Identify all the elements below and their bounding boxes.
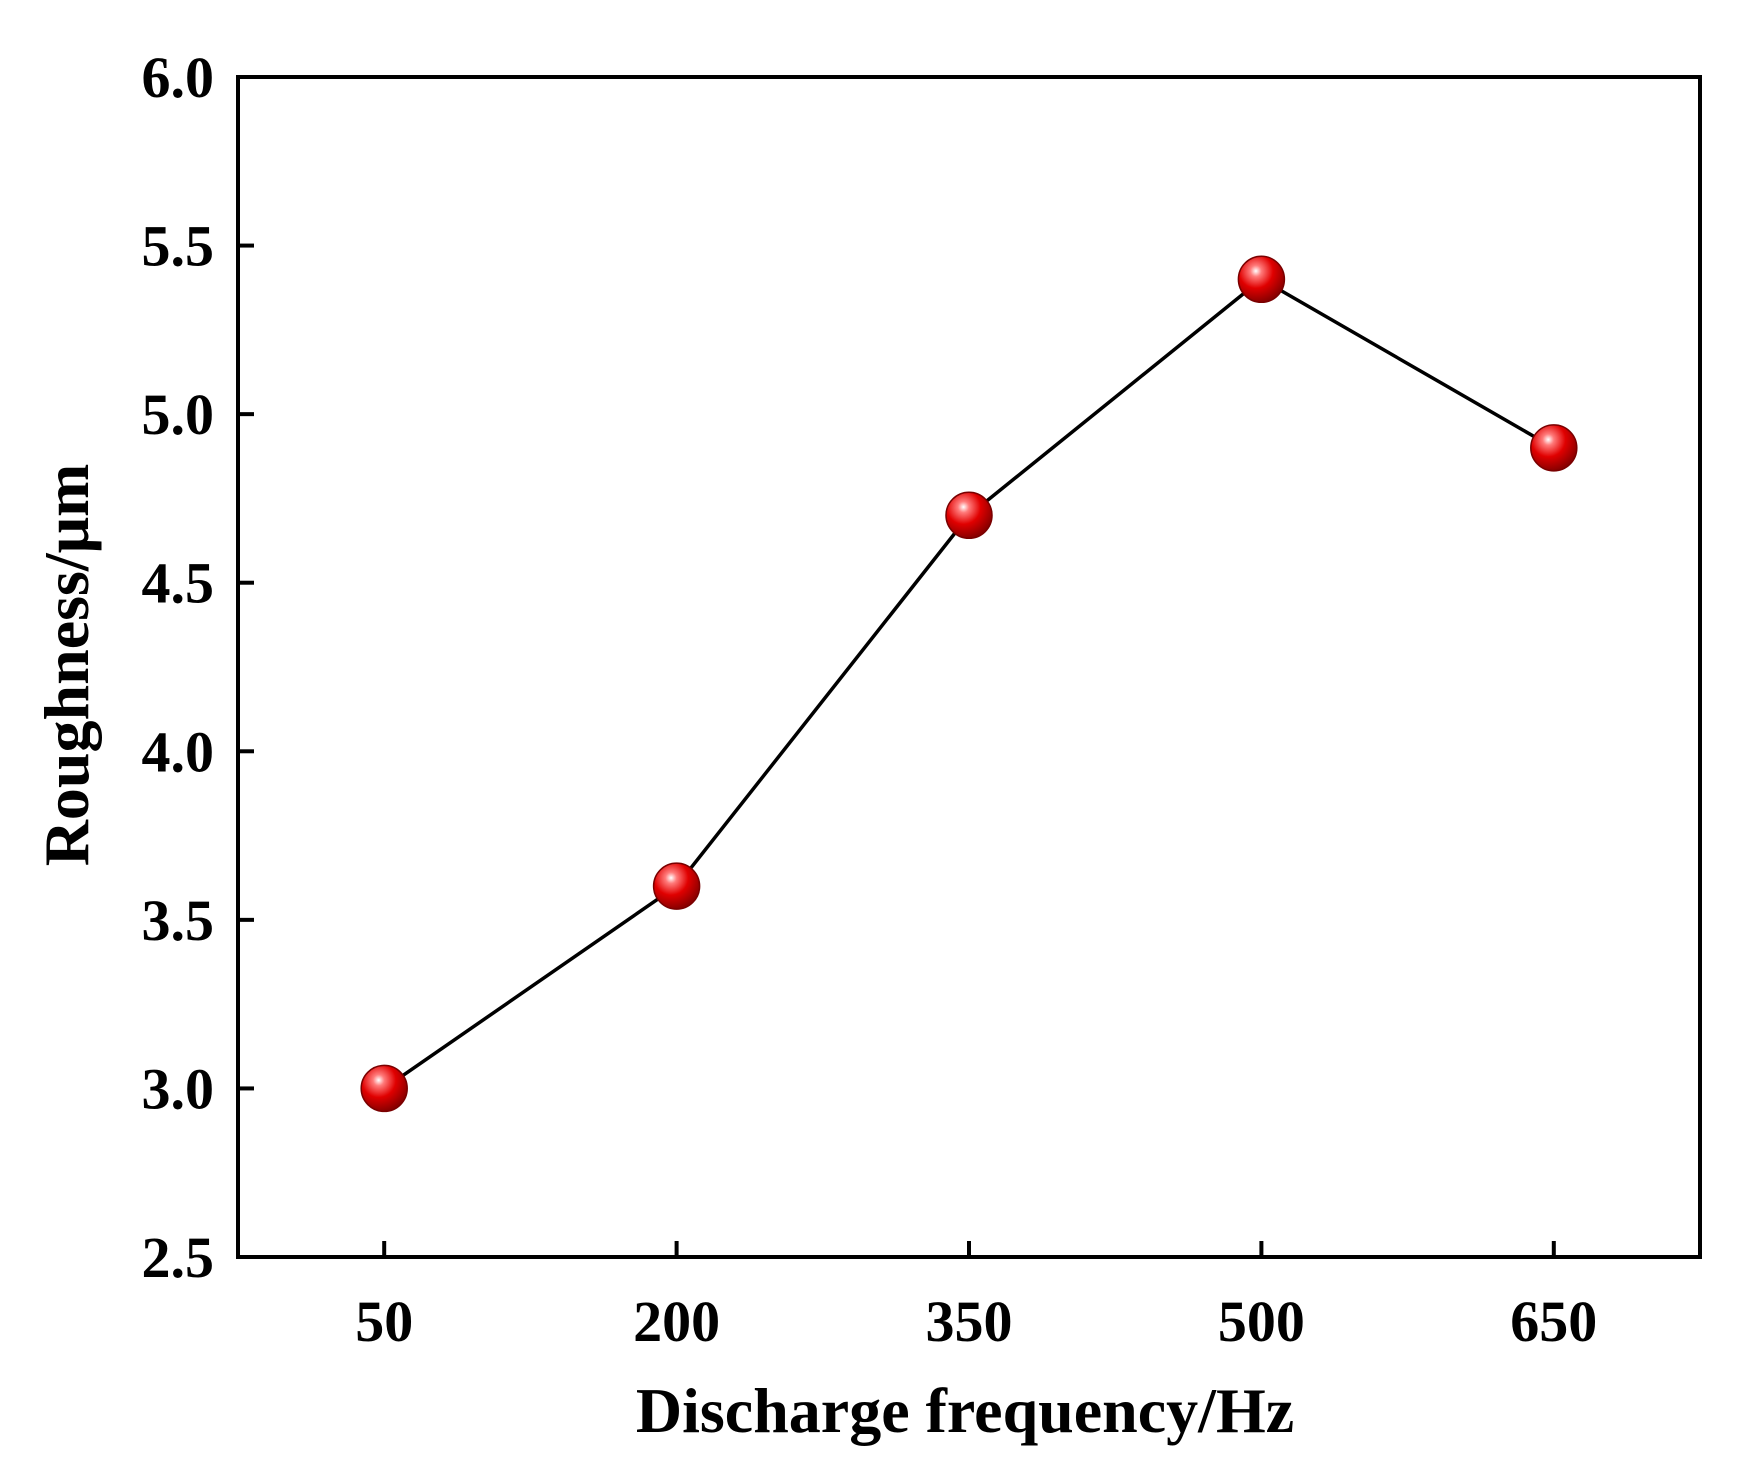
data-point [1237, 255, 1286, 304]
x-tick-label: 500 [1218, 1289, 1305, 1354]
y-tick-label: 2.5 [142, 1225, 215, 1290]
x-axis-title: Discharge frequency/Hz [636, 1375, 1294, 1446]
data-point [945, 491, 993, 540]
y-tick-label: 6.0 [142, 45, 215, 110]
x-tick-label: 350 [926, 1289, 1013, 1354]
y-tick-label: 4.0 [142, 719, 215, 784]
y-tick-label: 4.5 [142, 551, 215, 616]
y-tick-label: 5.0 [142, 382, 215, 447]
series-line [383, 277, 1555, 1090]
x-tick-label: 650 [1510, 1289, 1597, 1354]
y-tick-label: 3.5 [142, 888, 215, 953]
y-axis-title: Roughness/μm [31, 464, 102, 867]
x-tick-label: 50 [355, 1289, 413, 1354]
y-tick-label: 5.5 [142, 214, 215, 279]
y-tick-label: 3.0 [142, 1056, 215, 1121]
data-point [1530, 424, 1578, 472]
data-point [360, 1064, 408, 1113]
plot-frame [236, 75, 1702, 1259]
data-point [652, 862, 701, 910]
x-tick-label: 200 [633, 1289, 720, 1354]
